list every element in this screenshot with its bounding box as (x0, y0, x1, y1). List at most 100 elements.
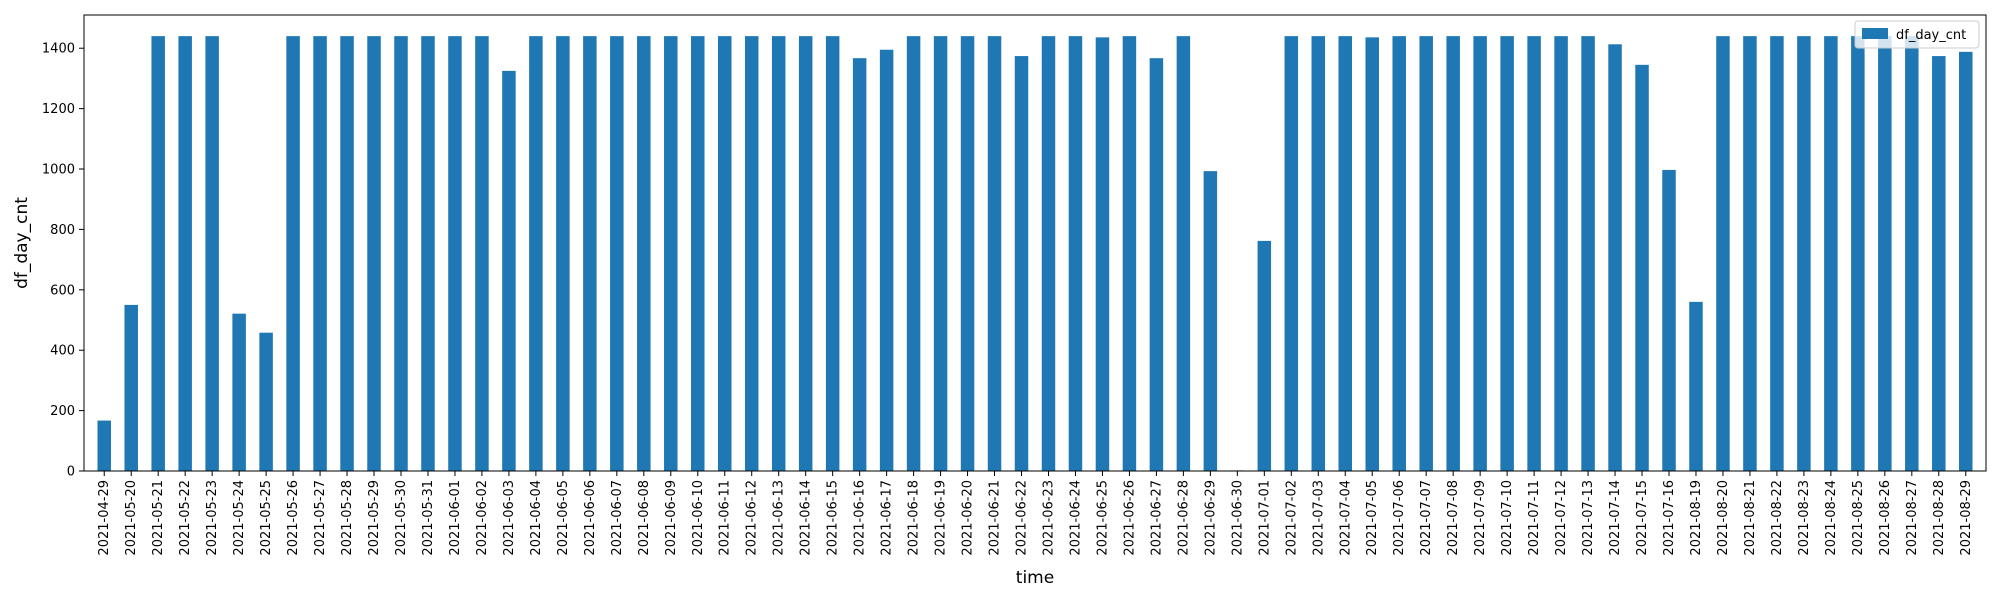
x-tick-label: 2021-08-26 (1878, 480, 1893, 556)
bar-2021-05-24 (232, 313, 246, 471)
x-tick-label: 2021-06-26 (1122, 480, 1137, 556)
bar-2021-06-29 (1203, 171, 1218, 471)
y-tick-label: 400 (50, 344, 75, 359)
bar-2021-06-11 (718, 36, 732, 471)
x-tick-label: 2021-08-19 (1689, 480, 1704, 556)
bar-2021-08-23 (1797, 36, 1811, 471)
x-tick-label: 2021-07-12 (1554, 480, 1569, 556)
bar-2021-08-26 (1878, 36, 1892, 471)
x-tick-label: 2021-05-28 (340, 480, 355, 556)
x-tick-label: 2021-08-21 (1743, 480, 1758, 556)
legend-label: df_day_cnt (1896, 28, 1966, 43)
x-tick-label: 2021-05-31 (421, 480, 436, 556)
bar-2021-06-27 (1149, 58, 1164, 472)
x-tick-label: 2021-06-11 (718, 480, 733, 556)
bars-group (97, 36, 1973, 472)
bar-2021-06-16 (852, 58, 867, 472)
x-tick-label: 2021-07-10 (1500, 480, 1515, 556)
x-tick-label: 2021-06-05 (556, 480, 571, 556)
legend: df_day_cnt (1854, 20, 1980, 49)
y-tick-label: 200 (50, 404, 75, 419)
x-tick-label: 2021-06-04 (529, 480, 544, 556)
x-tick-label: 2021-06-02 (475, 480, 490, 556)
bar-2021-06-21 (987, 36, 1002, 471)
y-tick-label: 1200 (42, 102, 75, 117)
legend-box (1854, 20, 1980, 49)
bar-2021-06-28 (1176, 36, 1191, 471)
bar-2021-05-26 (286, 36, 300, 471)
bar-2021-08-19 (1689, 301, 1703, 471)
x-tick-label: 2021-05-27 (313, 480, 328, 556)
bar-2021-07-08 (1446, 36, 1460, 471)
bar-2021-07-09 (1473, 36, 1487, 471)
x-tick-label: 2021-05-29 (367, 480, 382, 556)
plot-frame (83, 14, 1987, 472)
bar-2021-07-14 (1608, 44, 1622, 471)
y-axis-title: df_day_cnt (12, 197, 32, 289)
x-tick-label: 2021-06-14 (799, 480, 814, 556)
bar-2021-07-03 (1311, 36, 1326, 471)
bar-2021-06-17 (879, 49, 894, 471)
bar-2021-08-28 (1932, 56, 1946, 471)
bar-2021-05-31 (421, 36, 435, 471)
x-tick-label: 2021-05-25 (259, 480, 274, 556)
x-tick-label: 2021-07-03 (1311, 480, 1326, 556)
x-tick-label: 2021-06-13 (772, 480, 787, 556)
bar-2021-05-29 (367, 36, 381, 471)
x-tick-label: 2021-06-17 (880, 480, 895, 556)
x-tick-label: 2021-06-30 (1230, 480, 1245, 556)
bar-2021-07-10 (1500, 36, 1514, 471)
x-tick-label: 2021-06-22 (1015, 480, 1030, 556)
x-tick-label: 2021-08-20 (1716, 480, 1731, 556)
bar-2021-07-13 (1581, 36, 1595, 471)
bar-2021-06-15 (825, 36, 840, 471)
bar-2021-06-02 (475, 36, 489, 471)
x-tick-label: 2021-06-28 (1176, 480, 1191, 556)
bar-2021-06-25 (1095, 37, 1110, 471)
bar-2021-06-03 (502, 70, 516, 472)
x-tick-label: 2021-06-10 (691, 480, 706, 556)
bar-2021-08-22 (1770, 36, 1784, 471)
bar-2021-06-26 (1122, 36, 1137, 471)
x-tick-label: 2021-06-16 (853, 480, 868, 556)
bar-2021-06-24 (1068, 36, 1083, 471)
bar-2021-06-12 (744, 36, 759, 471)
x-tick-label: 2021-07-16 (1662, 480, 1677, 556)
x-tick-label: 2021-07-05 (1365, 480, 1380, 556)
bar-2021-08-25 (1851, 36, 1865, 471)
bar-2021-07-06 (1392, 36, 1406, 471)
bar-2021-08-29 (1959, 51, 1973, 472)
bar-2021-07-16 (1662, 169, 1676, 472)
x-axis: 2021-04-29 2021-05-20 2021-05-21 2021-05-22… (97, 471, 1974, 556)
x-tick-label: 2021-05-26 (286, 480, 301, 556)
x-tick-label: 2021-05-24 (232, 480, 247, 556)
x-tick-label: 2021-06-20 (961, 480, 976, 556)
x-tick-label: 2021-06-18 (907, 480, 922, 556)
bar-2021-05-25 (259, 332, 273, 471)
x-tick-label: 2021-08-23 (1797, 480, 1812, 556)
bar-2021-04-29 (97, 420, 111, 471)
bar-2021-06-05 (556, 36, 570, 471)
bar-2021-06-23 (1041, 36, 1056, 471)
x-tick-label: 2021-07-11 (1527, 480, 1542, 556)
x-tick-label: 2021-06-23 (1041, 480, 1056, 556)
x-tick-label: 2021-07-06 (1392, 480, 1407, 556)
x-tick-label: 2021-08-25 (1851, 480, 1866, 556)
x-tick-label: 2021-06-24 (1068, 480, 1083, 556)
x-tick-label: 2021-06-07 (610, 480, 625, 556)
bar-2021-06-20 (960, 36, 975, 471)
x-tick-label: 2021-06-09 (664, 480, 679, 556)
bar-2021-05-20 (124, 304, 138, 471)
x-tick-label: 2021-05-21 (151, 480, 166, 556)
bar-2021-05-30 (394, 36, 408, 471)
bar-2021-05-22 (178, 36, 192, 471)
x-tick-label: 2021-06-12 (745, 480, 760, 556)
bar-2021-05-21 (151, 36, 165, 471)
x-tick-label: 2021-06-01 (448, 480, 463, 556)
bar-2021-06-14 (798, 36, 813, 471)
bar-2021-06-13 (771, 36, 786, 471)
y-tick-label: 1000 (42, 163, 75, 178)
x-tick-label: 2021-07-02 (1284, 480, 1299, 556)
x-tick-label: 2021-07-01 (1257, 480, 1272, 556)
